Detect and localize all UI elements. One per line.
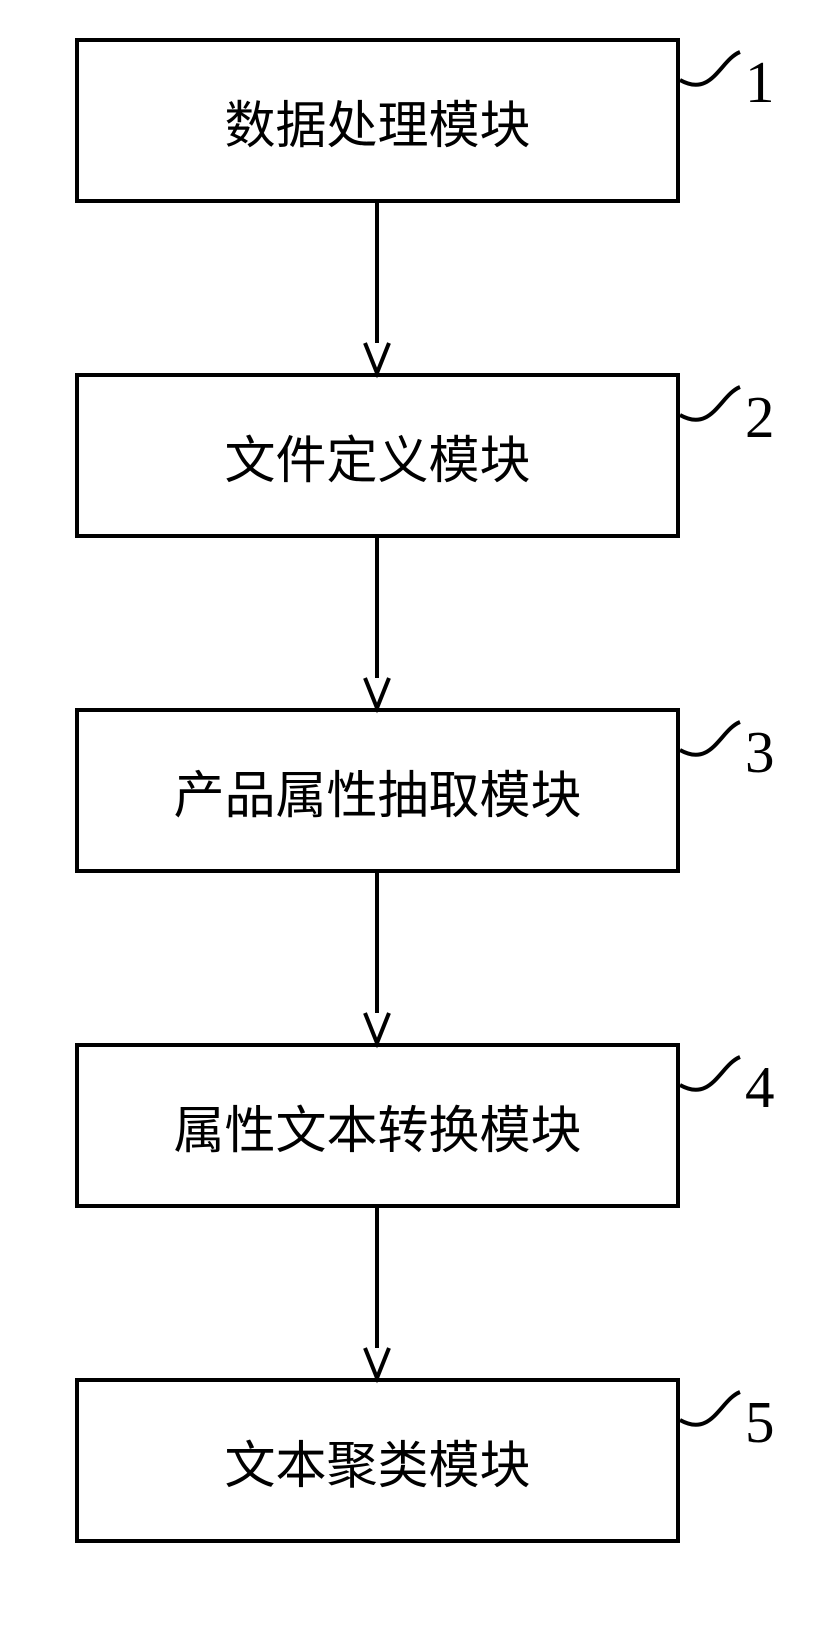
edge-2-3: [365, 538, 389, 708]
node-tag-5: 5: [745, 1388, 775, 1457]
node-tag-2: 2: [745, 383, 775, 452]
node-text-cluster: 文本聚类模块: [75, 1378, 680, 1543]
flowchart-canvas: 数据处理模块 1 文件定义模块 2 产品属性抽取模块 3 属性文本转换模块 4 …: [0, 0, 840, 1651]
node-file-definition: 文件定义模块: [75, 373, 680, 538]
tag-leader-2: [680, 387, 740, 420]
node-data-processing: 数据处理模块: [75, 38, 680, 203]
node-attr-text-convert: 属性文本转换模块: [75, 1043, 680, 1208]
tag-leader-1: [680, 52, 740, 85]
node-label: 产品属性抽取模块: [173, 754, 581, 828]
edge-1-2: [365, 203, 389, 373]
node-label: 属性文本转换模块: [173, 1089, 581, 1163]
tag-leader-3: [680, 722, 740, 755]
edge-3-4: [365, 873, 389, 1043]
edge-4-5: [365, 1208, 389, 1378]
node-tag-1: 1: [745, 48, 775, 117]
node-label: 文本聚类模块: [224, 1424, 530, 1498]
tag-leader-4: [680, 1057, 740, 1090]
node-label: 文件定义模块: [224, 419, 530, 493]
node-product-attr-extract: 产品属性抽取模块: [75, 708, 680, 873]
node-label: 数据处理模块: [224, 84, 530, 158]
tag-leader-5: [680, 1392, 740, 1425]
node-tag-4: 4: [745, 1053, 775, 1122]
node-tag-3: 3: [745, 718, 775, 787]
